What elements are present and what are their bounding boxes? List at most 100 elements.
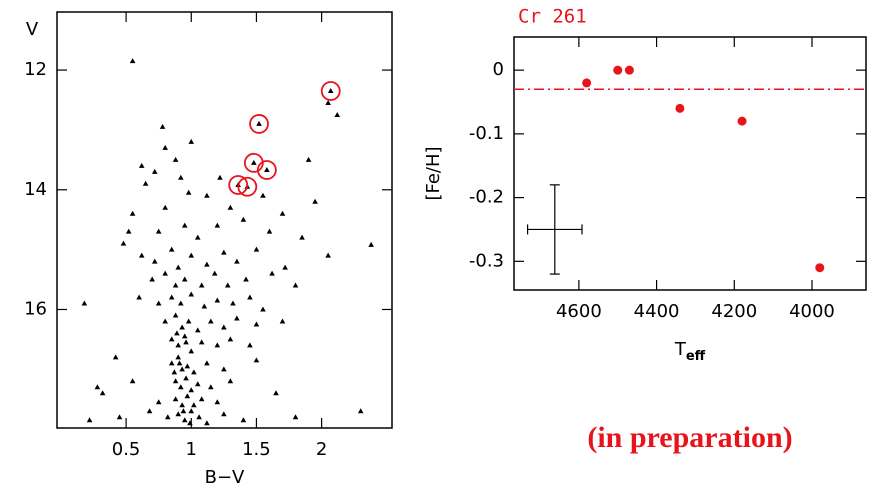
star-marker xyxy=(164,414,171,420)
highlight-ring xyxy=(249,114,269,134)
star-marker xyxy=(243,276,249,282)
star-marker xyxy=(129,378,136,384)
star-marker xyxy=(299,234,305,240)
star-marker xyxy=(185,189,192,195)
star-marker xyxy=(184,393,191,399)
star-marker xyxy=(214,342,221,348)
star-marker xyxy=(260,192,266,198)
star-marker xyxy=(168,336,175,342)
plot-frame xyxy=(513,36,867,291)
star-marker xyxy=(180,408,187,414)
highlight-ring xyxy=(256,160,277,180)
star-marker xyxy=(183,339,189,345)
x-tick-label: 0.5 xyxy=(112,439,141,460)
star-marker xyxy=(327,88,334,94)
star-marker xyxy=(312,198,318,204)
star-marker xyxy=(81,300,88,306)
star-marker xyxy=(94,384,101,390)
star-marker xyxy=(162,144,168,150)
star-marker xyxy=(188,252,195,258)
star-marker xyxy=(155,300,162,306)
star-marker xyxy=(136,294,142,300)
star-marker xyxy=(188,408,195,414)
star-marker xyxy=(221,366,227,372)
star-marker xyxy=(175,264,182,270)
star-marker xyxy=(142,180,149,186)
plot-frame xyxy=(56,11,393,429)
star-marker xyxy=(181,276,188,282)
star-marker xyxy=(172,396,179,402)
star-marker xyxy=(86,417,93,423)
star-marker xyxy=(162,318,168,324)
star-marker xyxy=(159,123,166,129)
star-marker xyxy=(175,354,182,360)
highlight-ring xyxy=(228,175,249,195)
star-marker xyxy=(227,204,234,210)
x-axis-label-main: T xyxy=(674,339,687,360)
x-axis-label: Teff xyxy=(674,339,706,364)
star-marker xyxy=(264,167,270,173)
y-tick-label: -0.3 xyxy=(469,250,504,271)
star-marker xyxy=(260,306,266,312)
star-marker xyxy=(256,120,262,126)
star-marker xyxy=(224,282,231,288)
star-marker xyxy=(155,228,162,234)
star-marker xyxy=(357,408,364,414)
star-marker xyxy=(181,333,188,339)
x-axis-label-main: B−V xyxy=(205,467,245,488)
star-marker xyxy=(181,417,188,423)
star-marker xyxy=(168,294,175,300)
star-marker xyxy=(125,228,132,234)
star-marker xyxy=(201,303,208,309)
y-tick-label: -0.1 xyxy=(469,123,504,144)
data-point xyxy=(815,263,825,273)
x-axis-label: B−V xyxy=(205,467,245,488)
y-axis-label: V xyxy=(26,19,39,40)
star-marker xyxy=(292,414,299,420)
y-tick-label: 14 xyxy=(24,179,47,200)
star-marker xyxy=(176,360,183,366)
x-tick-label: 1.5 xyxy=(242,439,271,460)
star-marker xyxy=(279,318,286,324)
star-marker xyxy=(194,327,201,333)
star-marker xyxy=(234,315,240,321)
star-marker xyxy=(138,162,145,168)
star-marker xyxy=(208,384,214,390)
star-marker xyxy=(138,252,145,258)
star-marker xyxy=(171,369,178,375)
star-marker xyxy=(172,282,179,288)
star-marker xyxy=(279,210,286,216)
star-marker xyxy=(208,318,214,324)
star-marker xyxy=(194,234,201,240)
star-marker xyxy=(149,276,155,282)
star-marker xyxy=(116,414,123,420)
data-point xyxy=(613,65,623,75)
star-marker xyxy=(188,387,195,393)
star-marker xyxy=(174,330,180,336)
x-axis-label-sub: eff xyxy=(686,349,706,364)
star-marker xyxy=(151,258,158,264)
x-tick-label: 2 xyxy=(316,439,327,460)
data-point xyxy=(737,116,747,126)
x-tick-label: 4600 xyxy=(556,301,602,322)
star-marker xyxy=(325,99,331,105)
star-marker xyxy=(230,300,236,306)
star-marker xyxy=(214,222,221,228)
star-marker xyxy=(179,402,185,408)
star-marker xyxy=(204,420,210,426)
star-marker xyxy=(188,348,195,354)
star-marker xyxy=(183,375,189,381)
star-marker xyxy=(198,339,205,345)
star-marker xyxy=(155,399,162,405)
data-point xyxy=(675,103,685,113)
star-marker xyxy=(247,294,253,300)
star-marker xyxy=(99,390,106,396)
star-marker xyxy=(227,378,234,384)
star-marker xyxy=(198,396,205,402)
star-marker xyxy=(191,402,197,408)
x-tick-label: 1 xyxy=(186,439,197,460)
x-tick-label: 4400 xyxy=(634,301,680,322)
star-marker xyxy=(368,241,374,247)
star-marker xyxy=(112,354,119,360)
star-marker xyxy=(273,390,279,396)
